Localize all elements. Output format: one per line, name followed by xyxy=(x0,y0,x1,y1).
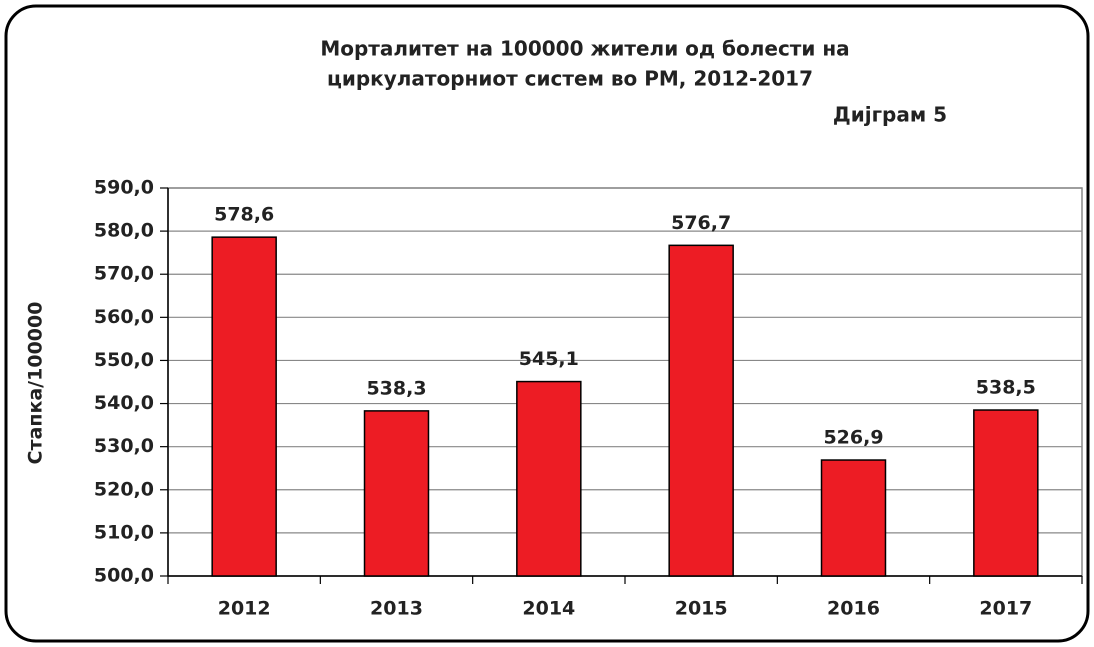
y-tick-label: 560,0 xyxy=(94,306,154,328)
data-label: 538,5 xyxy=(976,377,1036,399)
bar xyxy=(211,236,277,577)
y-tick-label: 540,0 xyxy=(94,392,154,414)
bar xyxy=(363,410,430,577)
bar xyxy=(973,409,1039,577)
y-tick-label: 520,0 xyxy=(94,478,154,500)
data-label: 578,6 xyxy=(214,204,274,226)
chart-title: Морталитет на 100000 жители од болести н… xyxy=(320,37,849,61)
x-tick-label: 2016 xyxy=(827,598,880,620)
y-tick-label: 530,0 xyxy=(94,435,154,457)
chart-subtitle: Дијграм 5 xyxy=(833,103,947,127)
y-tick-label: 550,0 xyxy=(94,349,154,371)
bar xyxy=(516,380,582,577)
y-tick-label: 500,0 xyxy=(94,565,154,587)
data-label: 538,3 xyxy=(366,377,426,399)
x-tick-label: 2015 xyxy=(675,598,728,620)
y-tick-label: 580,0 xyxy=(94,220,154,242)
x-tick-label: 2014 xyxy=(522,598,575,620)
bar xyxy=(668,244,734,577)
y-tick-label: 510,0 xyxy=(94,521,154,543)
x-tick-label: 2017 xyxy=(979,598,1032,620)
y-tick-label: 570,0 xyxy=(94,263,154,285)
plot-area xyxy=(167,187,1083,577)
data-label: 545,1 xyxy=(519,348,579,370)
data-label: 526,9 xyxy=(823,427,883,449)
chart-title: циркулаторниот систем во РМ, 2012-2017 xyxy=(327,67,813,91)
y-tick-label: 590,0 xyxy=(94,177,154,199)
x-tick-label: 2013 xyxy=(370,598,423,620)
y-axis-label: Стапка/100000 xyxy=(25,302,47,465)
bar xyxy=(820,459,887,577)
x-tick-label: 2012 xyxy=(218,598,271,620)
data-label: 576,7 xyxy=(671,212,731,234)
